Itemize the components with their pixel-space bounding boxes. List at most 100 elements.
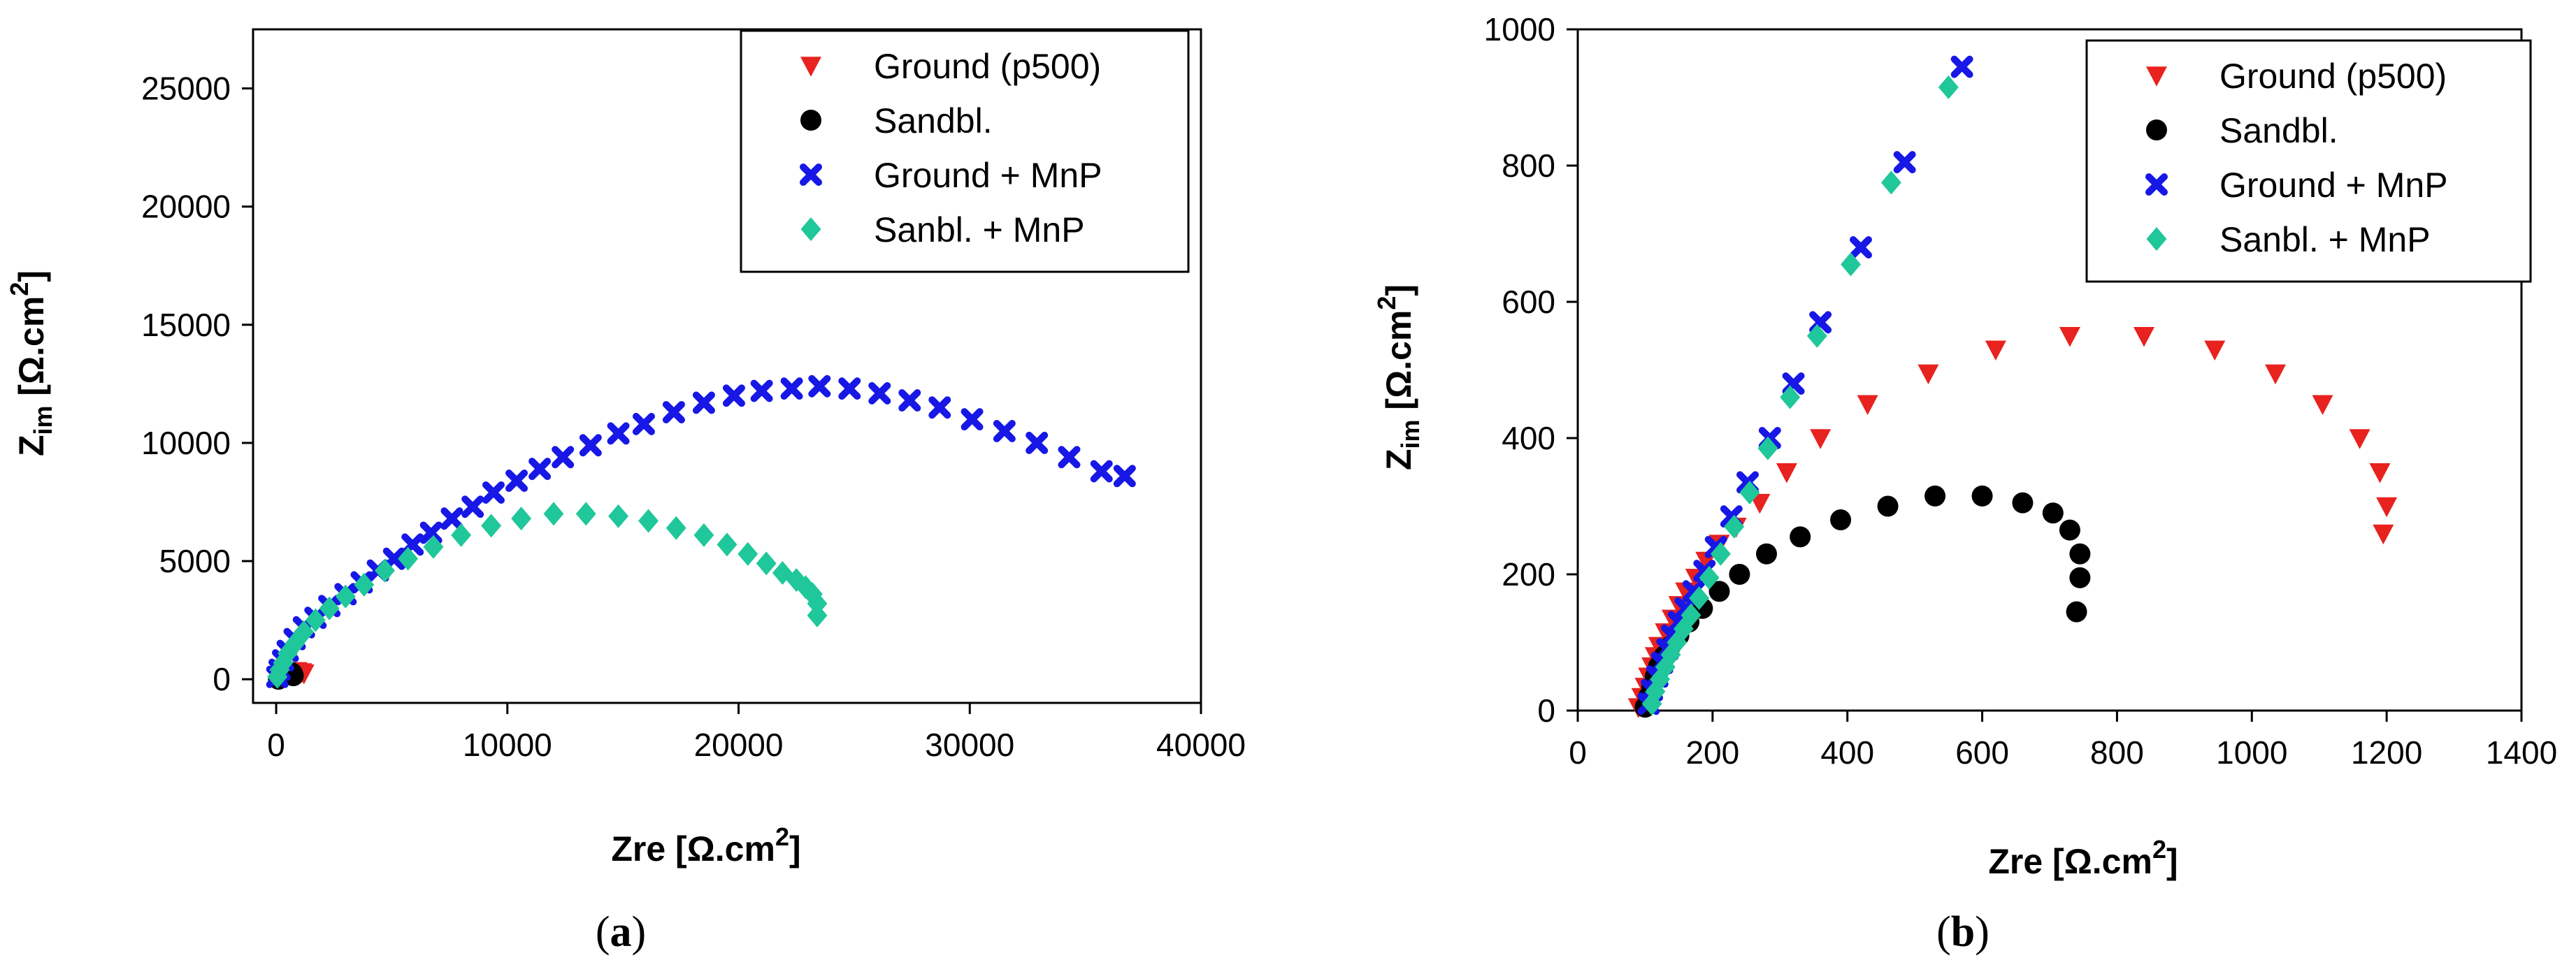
y-tick-label: 400 [1502,420,1555,456]
data-point [795,575,816,599]
y-tick-label: 10000 [141,425,231,461]
legend-label: Ground (p500) [2219,57,2447,96]
data-point [2042,502,2064,524]
x-tick-label: 20000 [694,727,784,763]
legend-label: Sanbl. + MnP [2219,220,2431,259]
x-tick-label: 200 [1685,734,1739,771]
legend-label: Ground + MnP [874,156,1102,195]
data-point [2069,543,2091,565]
y-tick-label: 0 [213,661,231,697]
data-point [1950,55,1973,78]
x-tick-label: 0 [267,727,285,763]
data-point [1689,586,1710,611]
data-point [1724,514,1745,539]
y-tick-label: 15000 [141,307,231,343]
data-point [1058,446,1081,469]
legend-label: Sandbl. [874,101,993,140]
data-point [1841,252,1861,277]
data-point [1877,495,1899,517]
panel-label: (a) [596,908,646,956]
x-axis-label: Zre [Ω.cm2] [611,822,800,868]
data-point [294,620,315,644]
data-point [461,495,484,518]
y-axis-label: Zim [Ω.cm2] [1372,284,1425,470]
data-point [786,568,807,592]
data-point [756,551,777,576]
data-point [1729,564,1750,585]
data-point [451,523,472,547]
data-point [1667,630,1688,655]
data-point [868,381,891,405]
data-point [750,379,773,402]
data-point [1756,543,1777,565]
data-point [722,384,745,407]
series-3 [1641,75,1959,716]
data-point [608,504,629,528]
y-tick-label: 0 [1537,692,1555,729]
legend-marker [800,110,821,131]
legend-label: Ground + MnP [2219,166,2448,205]
data-point [1776,463,1797,483]
data-point [319,596,340,620]
data-point [2059,327,2080,347]
data-point [579,434,602,457]
data-point [305,608,326,632]
y-tick-label: 20000 [141,189,231,225]
data-point [1749,493,1771,514]
data-point [665,516,686,540]
data-point [693,523,714,547]
plot-frame [252,28,1202,704]
legend-marker [2146,66,2167,87]
data-point [717,532,737,557]
legend-label: Sanbl. + MnP [874,210,1085,249]
data-point [375,558,395,583]
y-tick-label: 1000 [1484,11,1555,48]
data-point [2349,429,2370,449]
data-point [1917,364,1939,385]
y-tick-label: 600 [1502,284,1555,320]
data-point [1710,541,1731,566]
panel-label: (b) [1936,908,1989,956]
data-point [1971,485,1993,507]
y-tick-label: 800 [1502,147,1555,184]
data-point [575,502,596,526]
legend-label: Sandbl. [2219,111,2338,150]
data-point [2265,364,2287,385]
data-point [2059,519,2080,541]
data-point [1780,385,1801,409]
data-point [440,507,463,530]
data-point [1113,465,1136,488]
data-point [1830,509,1852,530]
data-point [780,377,803,400]
data-point [607,422,630,445]
x-axis-label: Zre [Ω.cm2] [1988,835,2178,881]
data-point [960,408,984,431]
data-point [2376,497,2398,518]
legend-label: Ground (p500) [874,47,1101,86]
series-3 [267,502,828,689]
data-point [2312,395,2333,415]
data-point [692,391,715,414]
chart-panel-a: 0 10000 20000 30000 40000 0 5000 10000 15000 2000… [5,28,1246,956]
data-point [808,375,831,398]
data-point [354,572,375,597]
x-tick-label: 400 [1820,734,1874,771]
data-point [1880,170,1901,195]
data-point [1708,581,1730,602]
data-point [1985,340,2006,361]
data-point [1026,431,1049,454]
data-point [928,396,951,419]
data-point [335,584,356,609]
data-point [1090,460,1113,483]
data-point [807,603,828,627]
chart-panel-b: 0 200 400 600 800 1000 1200 1400 0 200 400 600 800 10… [1372,11,2557,956]
data-point [2369,463,2391,483]
data-point [505,470,528,493]
data-point [2069,567,2091,588]
data-point [1924,485,1946,507]
data-point [481,514,502,538]
y-tick-label: 5000 [159,543,231,579]
data-point [1850,236,1872,259]
data-point [1681,603,1701,627]
